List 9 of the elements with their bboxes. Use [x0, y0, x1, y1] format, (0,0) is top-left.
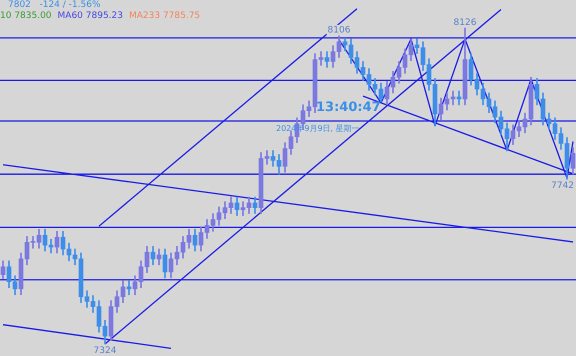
text: MA233 7785.75 [128, 11, 200, 21]
annotation: 7742 [551, 181, 574, 192]
text: MA60 7895.23 [58, 11, 123, 21]
text: 10 7835.00 [0, 11, 52, 21]
annotation: 8126 [454, 18, 477, 28]
annotation: 13:40:47 [316, 100, 381, 115]
chart-title: 7802 -124 / -1.56% [8, 0, 101, 10]
annotation: 8106 [328, 26, 351, 36]
annotation: 7324 [94, 346, 117, 356]
